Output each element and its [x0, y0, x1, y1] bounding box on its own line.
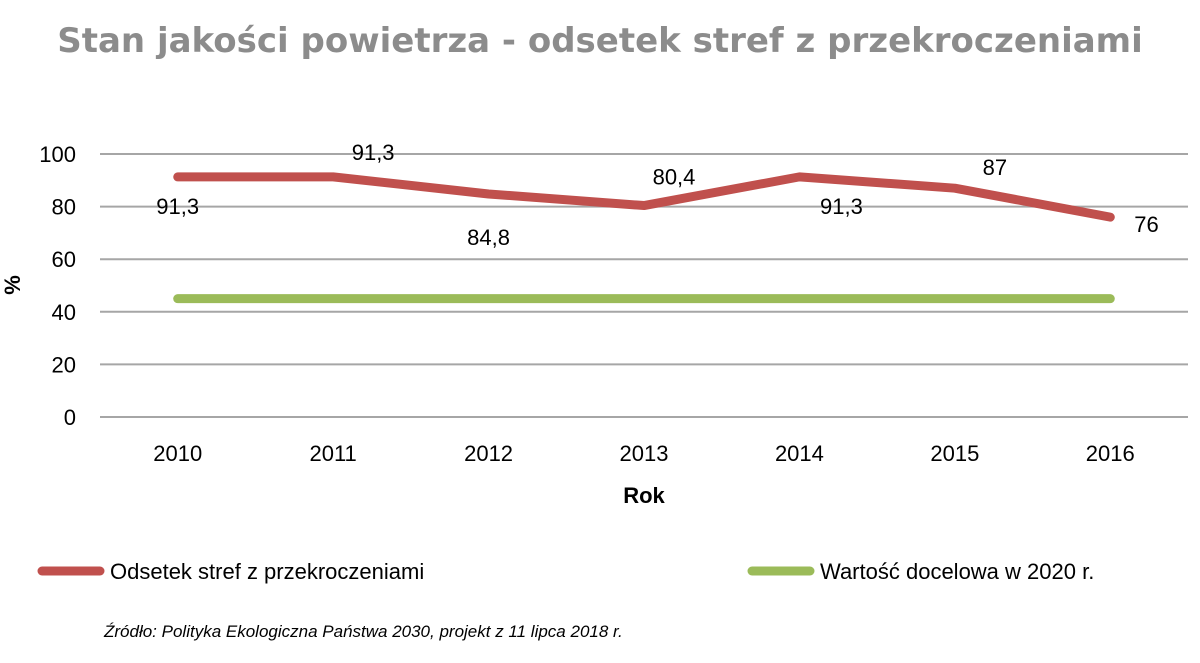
y-tick-label: 40 — [52, 300, 76, 325]
legend-label-series-2: Wartość docelowa w 2020 r. — [820, 559, 1094, 584]
x-tick-label: 2012 — [464, 441, 513, 466]
x-axis-title: Rok — [623, 483, 665, 508]
data-label-2012: 84,8 — [467, 225, 510, 250]
series-lines — [173, 172, 1115, 304]
x-tick-label: 2014 — [775, 441, 824, 466]
data-label-2015: 87 — [983, 155, 1007, 180]
gridlines — [100, 153, 1188, 418]
y-axis-title: % — [0, 275, 25, 295]
data-label-2014: 91,3 — [820, 194, 863, 219]
x-axis-ticks: 2010 2011 2012 2013 2014 2015 2016 — [153, 441, 1135, 466]
source-note: Źródło: Polityka Ekologiczna Państwa 203… — [103, 622, 623, 641]
x-tick-label: 2010 — [153, 441, 202, 466]
y-tick-label: 60 — [52, 247, 76, 272]
legend-label-series-1: Odsetek stref z przekroczeniami — [110, 559, 424, 584]
chart-title: Stan jakości powietrza - odsetek stref z… — [57, 21, 1143, 61]
data-label-2010: 91,3 — [156, 194, 199, 219]
series-line-odsetek — [173, 172, 1115, 222]
data-label-2016: 76 — [1134, 212, 1158, 237]
x-tick-label: 2013 — [620, 441, 669, 466]
y-tick-label: 80 — [52, 195, 76, 220]
data-label-2013: 80,4 — [653, 165, 696, 190]
x-tick-label: 2011 — [309, 441, 356, 466]
y-tick-label: 100 — [39, 142, 76, 167]
y-tick-label: 0 — [64, 405, 76, 430]
data-labels: 91,3 91,3 84,8 80,4 91,3 87 76 — [156, 140, 1158, 250]
x-tick-label: 2016 — [1086, 441, 1135, 466]
legend: Odsetek stref z przekroczeniami Wartość … — [37, 559, 1094, 584]
y-tick-label: 20 — [52, 352, 76, 377]
y-axis-ticks: 0 20 40 60 80 100 — [39, 142, 76, 430]
data-label-2011: 91,3 — [352, 140, 395, 165]
x-tick-label: 2015 — [930, 441, 979, 466]
